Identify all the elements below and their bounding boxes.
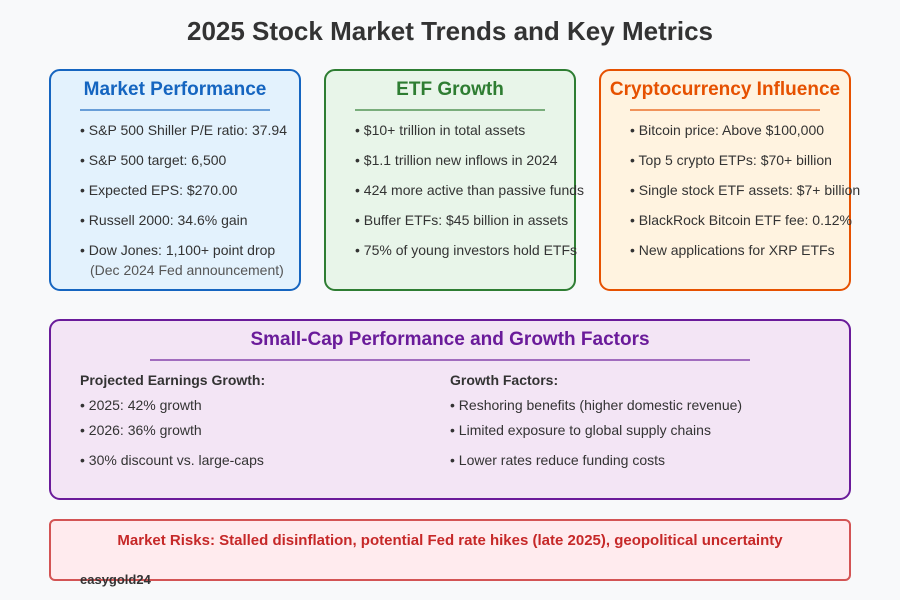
list-item: • Russell 2000: 34.6% gain xyxy=(80,212,248,228)
list-item: • New applications for XRP ETFs xyxy=(630,242,835,258)
market-performance-card: Market Performance • S&P 500 Shiller P/E… xyxy=(49,69,301,291)
market-risks-text: Market Risks: Stalled disinflation, pote… xyxy=(117,532,783,549)
list-item: • $10+ trillion in total assets xyxy=(355,122,525,138)
list-item: • 2026: 36% growth xyxy=(80,422,202,438)
list-item: • Lower rates reduce funding costs xyxy=(450,452,665,468)
list-item: • Limited exposure to global supply chai… xyxy=(450,422,711,438)
list-item: • Expected EPS: $270.00 xyxy=(80,182,238,198)
list-item: • S&P 500 Shiller P/E ratio: 37.94 xyxy=(80,122,287,138)
page-title: 2025 Stock Market Trends and Key Metrics xyxy=(187,16,713,46)
card-title: Small-Cap Performance and Growth Factors xyxy=(250,329,649,350)
growth-factors-header: Growth Factors: xyxy=(450,372,558,388)
list-item: • BlackRock Bitcoin ETF fee: 0.12% xyxy=(630,212,852,228)
list-item: • Bitcoin price: Above $100,000 xyxy=(630,122,824,138)
card-title: Market Performance xyxy=(84,79,267,100)
list-item: • Buffer ETFs: $45 billion in assets xyxy=(355,212,568,228)
watermark: easygold24 xyxy=(80,572,152,587)
earnings-growth-header: Projected Earnings Growth: xyxy=(80,372,265,388)
small-cap-card: Small-Cap Performance and Growth Factors… xyxy=(49,319,851,500)
card-title: Cryptocurrency Influence xyxy=(610,79,840,100)
list-item: • 2025: 42% growth xyxy=(80,397,202,413)
list-item: • S&P 500 target: 6,500 xyxy=(80,152,227,168)
card-title: ETF Growth xyxy=(396,79,504,100)
list-item: • $1.1 trillion new inflows in 2024 xyxy=(355,152,558,168)
list-item: • 30% discount vs. large-caps xyxy=(80,452,264,468)
list-item: • Top 5 crypto ETPs: $70+ billion xyxy=(630,152,832,168)
list-item: • Dow Jones: 1,100+ point drop xyxy=(80,242,275,258)
list-item: • Single stock ETF assets: $7+ billion xyxy=(630,182,860,198)
list-item: • Reshoring benefits (higher domestic re… xyxy=(450,397,742,413)
list-item: • 75% of young investors hold ETFs xyxy=(355,242,577,258)
cryptocurrency-card: Cryptocurrency Influence • Bitcoin price… xyxy=(599,69,860,291)
list-item-note: (Dec 2024 Fed announcement) xyxy=(90,262,284,278)
market-risks-banner: Market Risks: Stalled disinflation, pote… xyxy=(49,519,851,581)
list-item: • 424 more active than passive funds xyxy=(355,182,584,198)
etf-growth-card: ETF Growth • $10+ trillion in total asse… xyxy=(324,69,584,291)
